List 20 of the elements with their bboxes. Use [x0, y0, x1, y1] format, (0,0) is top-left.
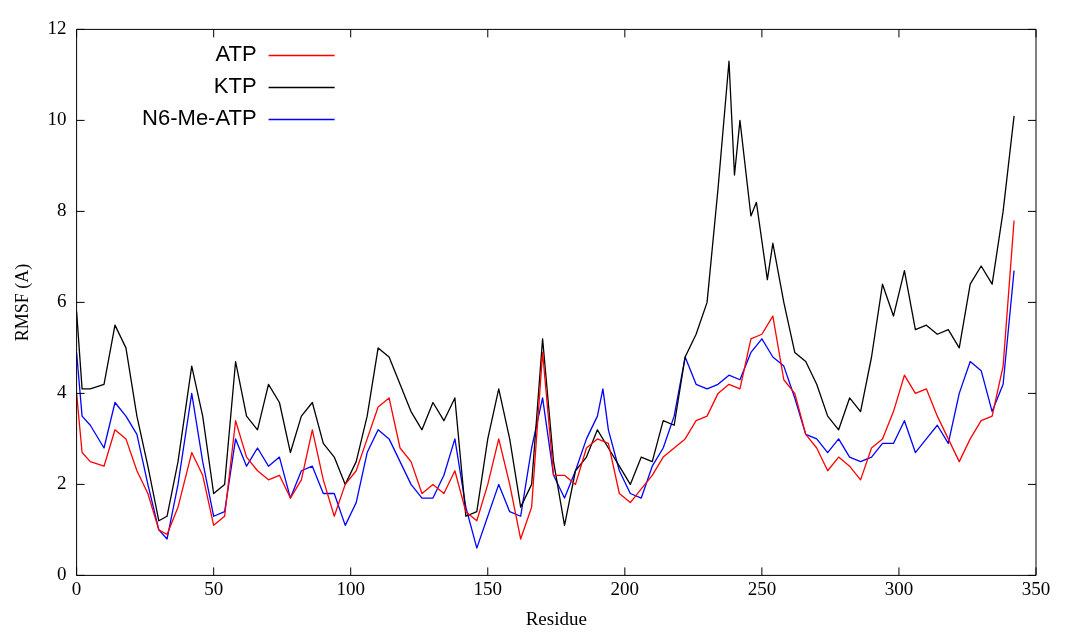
y-tick-label: 8 [57, 199, 67, 221]
x-tick-label: 0 [71, 577, 82, 599]
x-tick-label: 250 [747, 577, 777, 599]
x-tick-label: 200 [610, 577, 640, 599]
x-tick-label: 300 [884, 577, 914, 599]
legend-label: KTP [213, 73, 257, 99]
y-tick-label: 0 [57, 563, 67, 585]
y-tick-label: 10 [47, 108, 67, 130]
y-tick-label: 2 [57, 472, 67, 494]
x-tick-label: 350 [1021, 577, 1051, 599]
x-axis-title: Residue [525, 607, 587, 629]
legend-label: ATP [215, 41, 257, 67]
y-tick-label: 6 [57, 290, 67, 312]
y-axis-title: RMSF (A) [11, 263, 33, 342]
x-tick-label: 50 [204, 577, 224, 599]
y-tick-label: 4 [57, 381, 68, 403]
legend-label: N6-Me-ATP [142, 105, 257, 131]
y-tick-label: 12 [47, 17, 67, 39]
x-tick-label: 100 [336, 577, 365, 599]
x-tick-label: 150 [473, 577, 503, 599]
